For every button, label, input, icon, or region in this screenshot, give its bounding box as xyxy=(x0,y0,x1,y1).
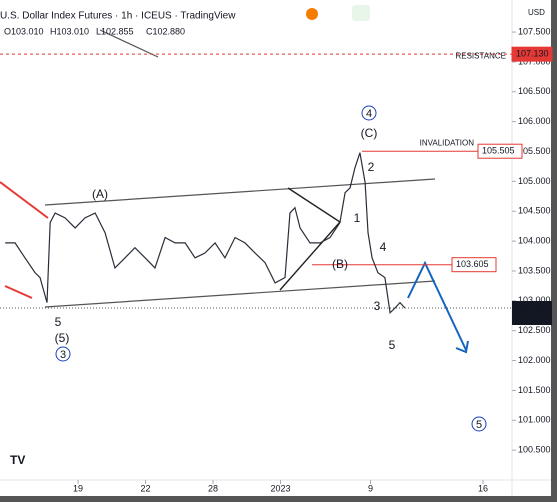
y-tick-label: 106.000 xyxy=(518,116,551,126)
trend-line-red xyxy=(0,181,49,219)
y-tick-label: 105.000 xyxy=(518,176,551,186)
wave-label: 1 xyxy=(354,211,361,225)
y-tick-label: 102.000 xyxy=(518,355,551,365)
wave-label: 5 xyxy=(476,419,482,431)
x-tick-label: 2023 xyxy=(271,483,291,493)
wave-label: (B) xyxy=(332,257,348,271)
x-tick-label: 28 xyxy=(208,483,218,493)
y-tick-label: 105.500 xyxy=(518,146,551,156)
wave-label: 5 xyxy=(389,338,396,352)
level-label: 105.505 xyxy=(482,146,515,156)
wave-circle xyxy=(55,346,71,362)
wave-circle xyxy=(471,416,487,432)
y-tick-label: 102.500 xyxy=(518,325,551,335)
y-tick-label: 103.000 xyxy=(518,295,551,305)
wave-label: 4 xyxy=(380,240,387,254)
y-tick-label: 103.500 xyxy=(518,265,551,275)
ohlc-value: L102.855 xyxy=(96,26,134,36)
y-tick-label: 101.000 xyxy=(518,415,551,425)
y-tick-label: 104.500 xyxy=(518,206,551,216)
price-line xyxy=(5,152,406,315)
level-text: INVALIDATION xyxy=(420,138,475,147)
x-tick-label: 9 xyxy=(368,483,373,493)
countdown: 24:54 xyxy=(517,312,540,322)
level-box xyxy=(477,143,523,159)
wave-label: (5) xyxy=(55,331,70,345)
y-tick-label: 107.500 xyxy=(518,26,551,36)
chart-title: U.S. Dollar Index Futures · 1h · ICEUS ·… xyxy=(0,11,236,22)
wave-label: 2 xyxy=(368,160,375,174)
wave-label: 5 xyxy=(55,315,62,329)
wave-label: (C) xyxy=(361,126,378,140)
ohlc-value: O103.010 xyxy=(4,26,44,36)
icon[interactable] xyxy=(306,8,318,20)
wave-label: 3 xyxy=(60,349,66,361)
projection-arrow xyxy=(407,260,467,351)
y-tick-label: 106.500 xyxy=(518,86,551,96)
level-text: RESISTANCE xyxy=(455,51,506,60)
trend-line xyxy=(99,29,159,58)
trend-line-red xyxy=(4,285,33,299)
channel-top xyxy=(44,178,436,206)
bottom-border xyxy=(0,496,557,502)
wave-circle xyxy=(361,105,377,121)
level-box xyxy=(511,46,553,62)
wave-label: (A) xyxy=(92,187,108,201)
wave-label: 4 xyxy=(366,108,372,120)
logo: TV xyxy=(10,453,25,467)
level-label: 107.130 xyxy=(516,49,549,59)
arrow-head xyxy=(455,340,469,354)
y-tick-label: 100.500 xyxy=(518,445,551,455)
y-tick-label: 104.000 xyxy=(518,235,551,245)
wave-label: 3 xyxy=(374,299,381,313)
x-tick-label: 22 xyxy=(141,483,151,493)
icon[interactable] xyxy=(352,5,370,21)
ohlc-value: C102.880 xyxy=(146,26,185,36)
currency: USD xyxy=(528,8,545,17)
x-tick-label: 19 xyxy=(73,483,83,493)
channel-bottom xyxy=(44,280,436,308)
last-price-box xyxy=(512,300,552,325)
y-tick-label: 101.500 xyxy=(518,385,551,395)
level-label: 103.605 xyxy=(456,259,489,269)
ohlc-value: H103.010 xyxy=(50,26,89,36)
level-box xyxy=(451,257,497,273)
x-tick-label: 16 xyxy=(478,483,488,493)
right-border xyxy=(551,0,557,502)
last-price-label: 102.880 xyxy=(515,302,548,312)
